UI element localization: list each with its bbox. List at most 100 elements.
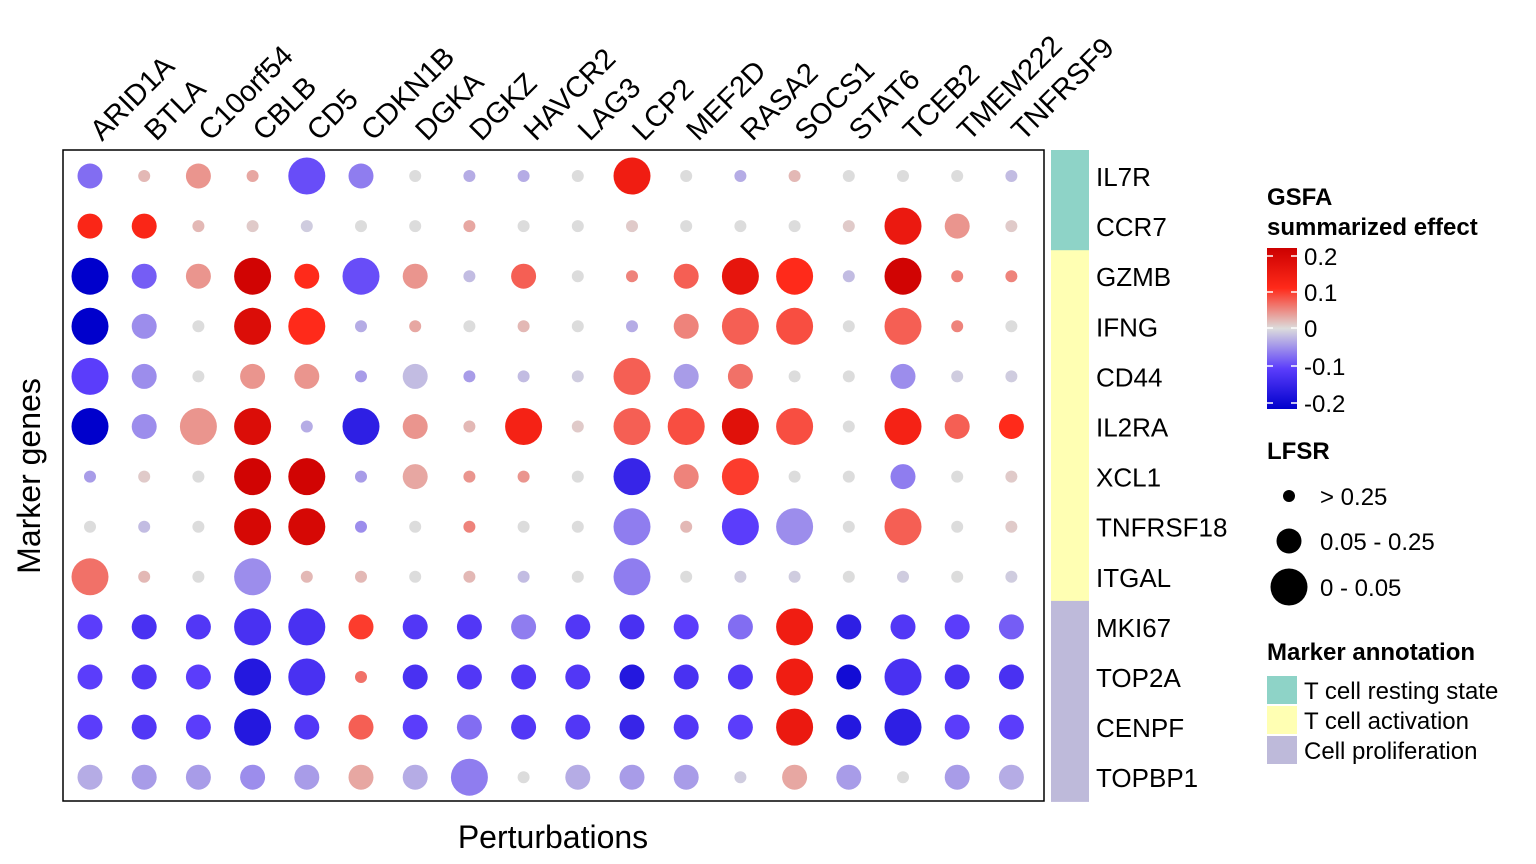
dot-CCR7-C10orf54 — [192, 220, 205, 233]
marker-gene-label-GZMB: GZMB — [1096, 262, 1171, 292]
marker-gene-label-TOPBP1: TOPBP1 — [1096, 763, 1198, 793]
dot-MKI67-MEF2D — [673, 614, 699, 640]
dot-TNFRSF18-RASA2 — [721, 508, 759, 546]
dot-XCL1-TMEM222 — [951, 470, 964, 483]
dot-IL7R-CDKN1B — [348, 163, 374, 189]
marker-gene-label-CD44: CD44 — [1096, 362, 1162, 392]
dot-GZMB-STAT6 — [842, 270, 855, 283]
dot-ITGAL-CD5 — [300, 570, 313, 583]
annotation-cell-TOPBP1 — [1051, 751, 1089, 802]
dot-IL2RA-TNFRSF9 — [998, 414, 1024, 439]
annotation-legend-swatch — [1267, 676, 1297, 704]
dot-CD44-CD5 — [294, 363, 320, 389]
dot-TNFRSF18-TCEB2 — [884, 508, 922, 546]
dot-IL2RA-CD5 — [300, 420, 313, 433]
annotation-cell-TNFRSF18 — [1051, 500, 1089, 552]
dot-IFNG-RASA2 — [721, 307, 759, 345]
dot-TOP2A-CD5 — [288, 658, 326, 696]
size-legend-dot — [1276, 528, 1302, 554]
dot-ITGAL-MEF2D — [680, 570, 693, 583]
dot-GZMB-TNFRSF9 — [1005, 270, 1018, 283]
dot-CD44-ARID1A — [71, 357, 109, 395]
dot-TOP2A-C10orf54 — [185, 664, 211, 690]
dot-CENPF-LAG3 — [565, 714, 591, 740]
dot-ITGAL-CBLB — [234, 558, 272, 596]
dot-GZMB-RASA2 — [721, 257, 759, 295]
dot-GZMB-CDKN1B — [342, 257, 380, 295]
color-legend: GSFA summarized effect 0.2 0.1 0 -0.1 -0.2 — [1267, 184, 1478, 418]
dot-CD44-LCP2 — [613, 357, 651, 395]
dot-TNFRSF18-SOCS1 — [776, 508, 814, 546]
dot-MKI67-HAVCR2 — [511, 614, 537, 640]
dot-ITGAL-TCEB2 — [897, 570, 909, 583]
dot-CENPF-C10orf54 — [185, 714, 211, 740]
dot-CD44-CBLB — [240, 363, 266, 389]
dot-GZMB-TCEB2 — [884, 257, 922, 295]
dot-IL7R-LCP2 — [613, 157, 651, 195]
dot-GZMB-LCP2 — [626, 270, 638, 283]
dot-ITGAL-LAG3 — [571, 570, 584, 583]
perturbation-labels: ARID1ABTLAC10orf54CBLBCD5CDKN1BDGKADGKZH… — [84, 30, 1120, 147]
dot-XCL1-RASA2 — [721, 458, 759, 496]
dot-GZMB-ARID1A — [71, 257, 109, 295]
dot-IL2RA-HAVCR2 — [505, 408, 543, 445]
dot-TNFRSF18-STAT6 — [842, 520, 855, 533]
dot-CD44-BTLA — [131, 363, 157, 389]
dot-IL2RA-BTLA — [131, 414, 157, 439]
dot-TNFRSF18-DGKA — [409, 520, 422, 533]
dot-IL7R-DGKZ — [463, 170, 476, 182]
marker-gene-label-TNFRSF18: TNFRSF18 — [1096, 513, 1227, 543]
dot-TNFRSF18-ARID1A — [84, 520, 96, 533]
dot-ITGAL-STAT6 — [842, 570, 855, 583]
dot-XCL1-DGKA — [402, 464, 428, 490]
dot-TOP2A-SOCS1 — [776, 658, 814, 696]
dot-CCR7-TNFRSF9 — [1005, 220, 1018, 233]
dot-IL2RA-DGKA — [402, 414, 428, 439]
dot-TOPBP1-DGKA — [402, 764, 428, 790]
dot-ITGAL-DGKA — [409, 570, 422, 583]
dot-CD44-CDKN1B — [355, 370, 367, 383]
dot-ITGAL-C10orf54 — [192, 570, 205, 583]
dot-IFNG-ARID1A — [71, 307, 109, 345]
dot-IL7R-CBLB — [246, 170, 259, 182]
annotation-legend-label: T cell activation — [1304, 708, 1469, 735]
dot-XCL1-HAVCR2 — [517, 470, 530, 483]
dot-CD44-STAT6 — [842, 370, 855, 383]
dot-GZMB-MEF2D — [673, 263, 699, 289]
dot-IL7R-TCEB2 — [897, 170, 909, 182]
dot-CENPF-STAT6 — [836, 714, 862, 740]
dot-IFNG-SOCS1 — [776, 307, 814, 345]
marker-gene-label-CENPF: CENPF — [1096, 713, 1184, 743]
dot-IL2RA-RASA2 — [721, 408, 759, 445]
dot-IL7R-SOCS1 — [788, 170, 801, 182]
dot-CD44-LAG3 — [571, 370, 584, 383]
dot-CENPF-HAVCR2 — [511, 714, 537, 740]
dot-MKI67-DGKZ — [456, 614, 482, 640]
color-legend-tick-label: -0.2 — [1304, 391, 1345, 418]
dot-ITGAL-TMEM222 — [951, 570, 964, 583]
dot-IFNG-DGKA — [409, 320, 422, 333]
marker-gene-label-TOP2A: TOP2A — [1096, 663, 1181, 693]
annotation-cell-GZMB — [1051, 250, 1089, 301]
dot-CCR7-ARID1A — [77, 213, 103, 239]
annotation-cell-TOP2A — [1051, 651, 1089, 702]
dot-TOP2A-CBLB — [234, 658, 272, 696]
dot-CCR7-DGKZ — [463, 220, 476, 233]
dot-IL7R-TMEM222 — [951, 170, 964, 182]
annotation-cell-MKI67 — [1051, 600, 1089, 652]
dot-ITGAL-HAVCR2 — [517, 570, 530, 583]
dot-MKI67-STAT6 — [836, 614, 862, 640]
dot-TOPBP1-LCP2 — [619, 764, 645, 790]
dot-IFNG-CBLB — [234, 307, 272, 345]
dot-CD44-RASA2 — [727, 363, 753, 389]
color-legend-tick-label: 0.1 — [1304, 280, 1337, 307]
dot-GZMB-CD5 — [294, 263, 320, 289]
dot-CD44-C10orf54 — [192, 370, 205, 383]
dot-TOP2A-LCP2 — [619, 664, 645, 690]
annotation-cell-CD44 — [1051, 350, 1089, 402]
dot-MKI67-CD5 — [288, 608, 326, 646]
dot-IL7R-TNFRSF9 — [1005, 170, 1018, 182]
dot-ITGAL-CDKN1B — [355, 570, 367, 583]
color-legend-tick-label: 0.2 — [1304, 244, 1337, 271]
dot-IFNG-LAG3 — [571, 320, 584, 333]
